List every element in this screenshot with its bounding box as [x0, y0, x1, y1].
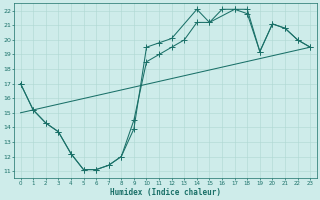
- X-axis label: Humidex (Indice chaleur): Humidex (Indice chaleur): [110, 188, 221, 197]
